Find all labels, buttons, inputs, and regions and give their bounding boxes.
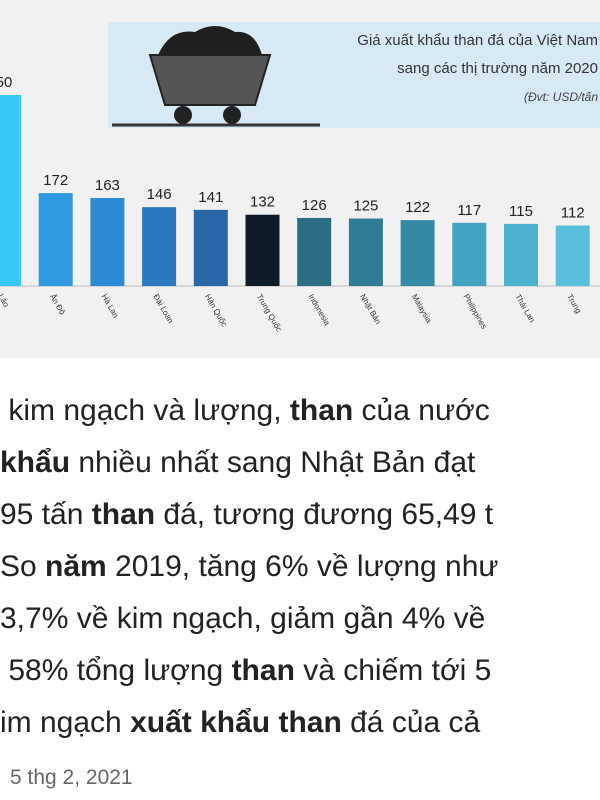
- bold-text: khẩu: [0, 446, 71, 479]
- bar: [38, 193, 73, 286]
- bar: [348, 218, 383, 286]
- text: của nước: [353, 394, 490, 427]
- bar: [400, 220, 435, 286]
- bold-text: năm: [45, 550, 107, 583]
- bar: [452, 222, 487, 286]
- article-line: im ngạch xuất khẩu than đá của cả: [0, 697, 600, 749]
- value-label: 122: [405, 199, 430, 216]
- text: im ngạch: [0, 706, 131, 739]
- text: 95 tấn: [0, 498, 92, 531]
- chart-title: Giá xuất khẩu than đá của Việt Nam: [357, 32, 598, 49]
- value-label: 132: [250, 194, 275, 211]
- bar: [245, 214, 280, 286]
- bold-text: than: [231, 654, 295, 687]
- value-label: 125: [353, 198, 378, 215]
- text: So: [0, 550, 46, 583]
- value-label: 50: [0, 74, 12, 91]
- bold-text: than: [91, 498, 156, 531]
- bold-text: xuất khẩu than: [130, 706, 342, 739]
- text: 58% tổng lượng: [0, 654, 232, 687]
- cart-icon: [112, 26, 320, 127]
- article: kim ngạch và lượng, than của nước khẩu nh…: [0, 385, 600, 749]
- chart: Giá xuất khẩu than đá của Việt Nam sang …: [0, 0, 600, 358]
- text: nhiều nhất sang Nhật Bản đạt: [70, 446, 476, 479]
- article-line: 58% tổng lượng than và chiếm tới 5: [0, 645, 600, 697]
- article-line: khẩu nhiều nhất sang Nhật Bản đạt: [0, 437, 600, 489]
- article-line: So năm 2019, tăng 6% về lượng như: [0, 541, 600, 593]
- bar: [297, 217, 332, 286]
- bar: [555, 225, 590, 286]
- value-label: 141: [198, 189, 223, 206]
- value-label: 172: [43, 172, 68, 189]
- text: và chiếm tới 5: [294, 654, 492, 687]
- article-line: 95 tấn than đá, tương đương 65,49 t: [0, 489, 600, 541]
- text: 2019, tăng 6% về lượng như: [106, 550, 499, 583]
- text: đá của cả: [341, 706, 481, 739]
- value-label: 112: [561, 205, 585, 222]
- date: 5 thg 2, 2021: [10, 766, 133, 789]
- bar: [90, 197, 125, 286]
- text: 3,7% về kim ngạch, giảm gần 4% về: [0, 602, 486, 635]
- article-line: kim ngạch và lượng, than của nước: [0, 385, 600, 437]
- category-label: Lào: [0, 293, 11, 310]
- bar: [504, 223, 538, 286]
- bar: [142, 207, 177, 286]
- text: đá, tương đương 65,49 t: [155, 498, 494, 531]
- article-line: 3,7% về kim ngạch, giảm gần 4% về: [0, 593, 600, 645]
- text: kim ngạch và lượng,: [0, 394, 290, 427]
- value-label: 115: [509, 203, 533, 220]
- chart-unit: (Đvt: USD/tấn: [524, 90, 598, 104]
- bar-cropped: [0, 95, 21, 286]
- value-label: 126: [302, 197, 327, 214]
- value-label: 117: [457, 202, 481, 219]
- bold-text: than: [289, 394, 354, 427]
- bar: [193, 209, 228, 286]
- value-label: 163: [95, 177, 120, 194]
- value-label: 146: [147, 186, 172, 203]
- chart-subtitle: sang các thị trường năm 2020: [397, 60, 598, 77]
